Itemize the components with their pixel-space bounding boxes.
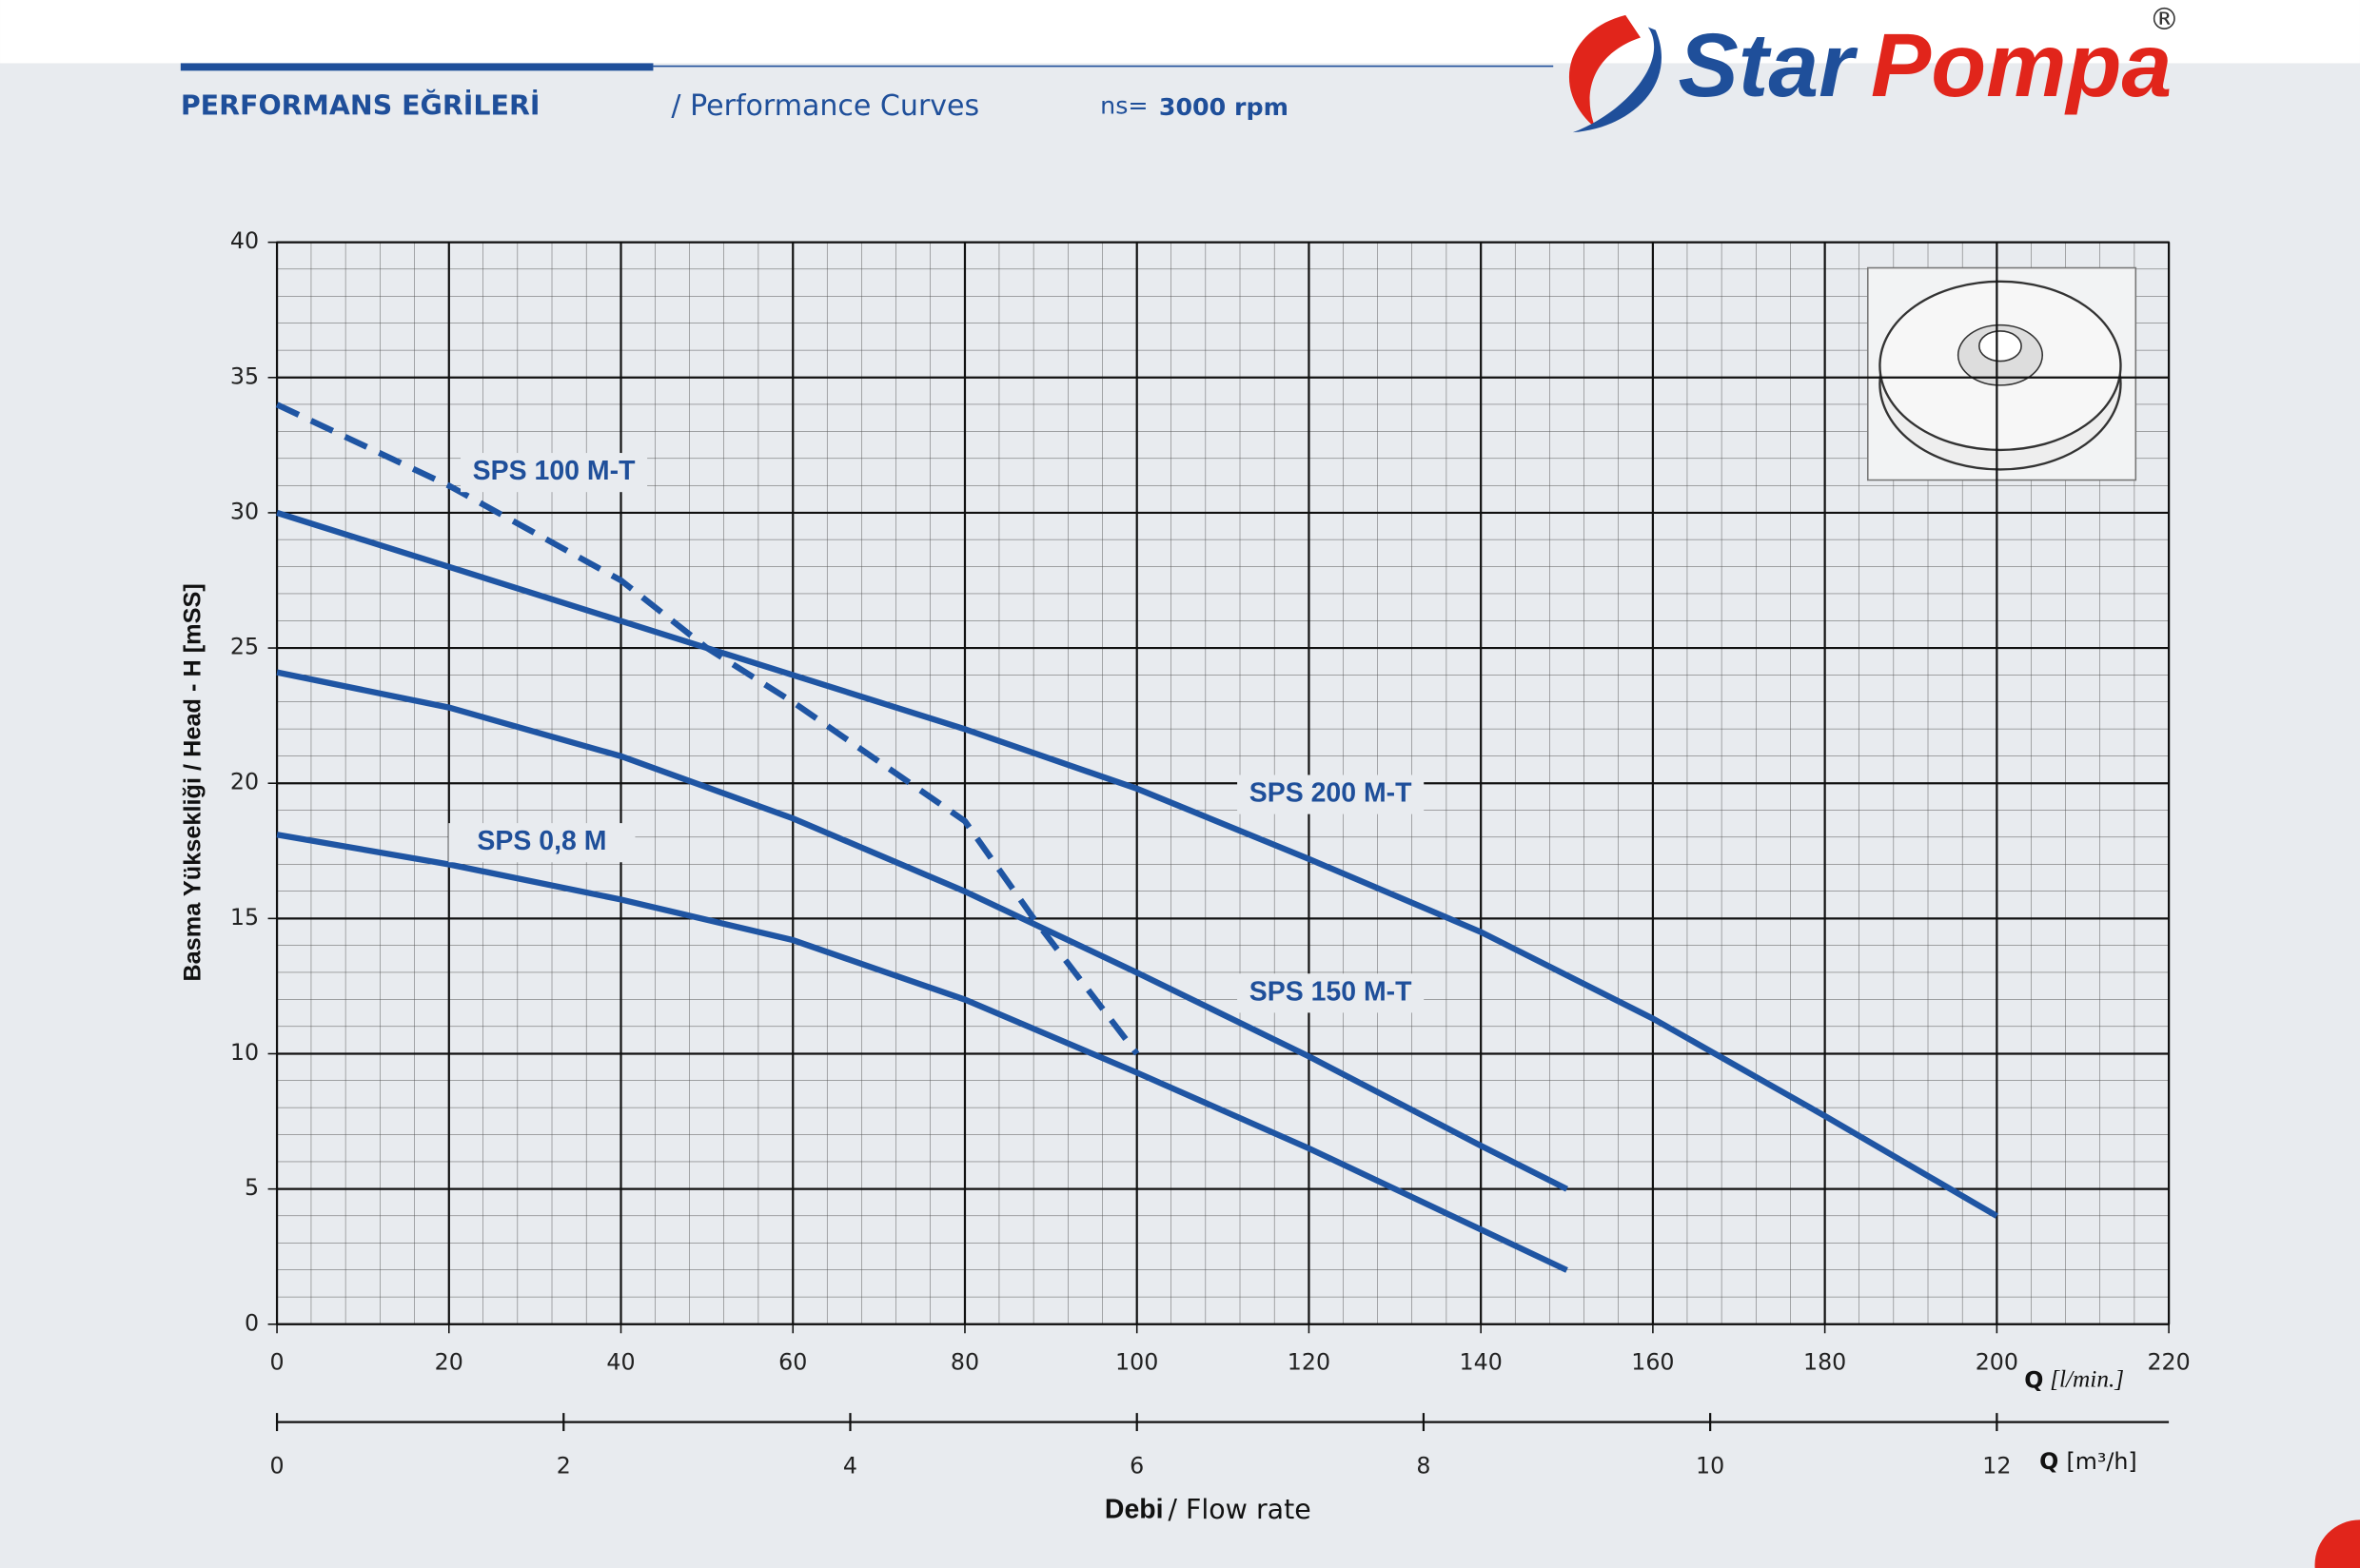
x-tick-label: 40	[606, 1348, 635, 1375]
y-tick-label: 25	[230, 634, 259, 660]
series-line	[275, 402, 1140, 1056]
header-subtitle: / Performance Curves	[671, 89, 979, 123]
header-bar	[180, 63, 654, 71]
x-tick-label: 80	[951, 1348, 979, 1375]
x2-tick-label: 8	[1416, 1453, 1430, 1480]
x-axis-label: / Flow rate	[1168, 1494, 1310, 1525]
x-tick-label: 0	[270, 1348, 285, 1375]
y-tick-label: 0	[245, 1309, 259, 1336]
y-tick-label: 5	[245, 1174, 259, 1201]
logo: Star Pompa ®	[1568, 3, 2180, 133]
speed-label: ns=	[1100, 91, 1148, 119]
x-tick-label: 100	[1115, 1348, 1158, 1375]
x-tick-label: 160	[1631, 1348, 1674, 1375]
header-title: PERFORMANS EĞRİLERİ	[181, 88, 541, 121]
series-label: SPS 100 M-T	[473, 456, 636, 486]
x2-tick-label: 12	[1982, 1453, 2011, 1480]
x-tick-label: 200	[1976, 1348, 2018, 1375]
logo-swoosh	[1572, 27, 1662, 133]
y-tick-label: 30	[230, 498, 259, 524]
logo-swoosh	[1568, 14, 1641, 128]
x2-tick-label: 4	[843, 1453, 857, 1480]
y-tick-label: 15	[230, 904, 259, 931]
top-band	[0, 0, 2360, 64]
logo-reg: ®	[2150, 3, 2180, 37]
x2-unit: [m³/h]	[2067, 1448, 2137, 1475]
series-label: SPS 200 M-T	[1249, 778, 1412, 809]
impeller-image	[1866, 266, 2137, 481]
x-tick-label: 60	[778, 1348, 807, 1375]
x-unit: [l/min.]	[2050, 1366, 2124, 1393]
y-tick-label: 20	[230, 769, 259, 795]
series-line	[276, 509, 1998, 1219]
x-tick-label: 180	[1803, 1348, 1846, 1375]
series-label-bg	[448, 823, 636, 863]
x-tick-label: 120	[1288, 1348, 1330, 1375]
speed-value: 3000 rpm	[1159, 93, 1288, 121]
series-label-bg	[1237, 774, 1425, 814]
logo-pompa: Pompa	[1871, 15, 2172, 116]
logo-star: Star	[1679, 15, 1859, 116]
y-tick-label: 40	[230, 227, 259, 254]
impeller-eye	[1978, 330, 2022, 363]
x-tick-label: 20	[435, 1348, 463, 1375]
series-label: SPS 150 M-T	[1249, 976, 1412, 1007]
x-tick-label: 220	[2147, 1348, 2190, 1375]
x2-unit-bold: Q	[2039, 1448, 2058, 1475]
x2-tick-label: 6	[1130, 1453, 1144, 1480]
corner-mark	[2314, 1519, 2360, 1568]
y-axis-label: Basma Yüksekliği / Head - H [mSS]	[180, 583, 206, 982]
x2-tick-label: 0	[270, 1453, 285, 1480]
series-line	[276, 832, 1568, 1273]
x-tick-label: 140	[1460, 1348, 1503, 1375]
y-tick-label: 35	[230, 363, 259, 389]
series-label-bg	[1237, 973, 1425, 1013]
x-axis-label-bold: Debi	[1105, 1494, 1164, 1524]
series-line	[276, 669, 1568, 1192]
x2-tick-label: 10	[1696, 1453, 1724, 1480]
series-label: SPS 0,8 M	[477, 826, 606, 856]
x-unit-bold: Q	[2024, 1366, 2043, 1393]
x2-tick-label: 2	[557, 1453, 571, 1480]
series-label-bg	[461, 453, 648, 493]
y-tick-label: 10	[230, 1039, 259, 1066]
